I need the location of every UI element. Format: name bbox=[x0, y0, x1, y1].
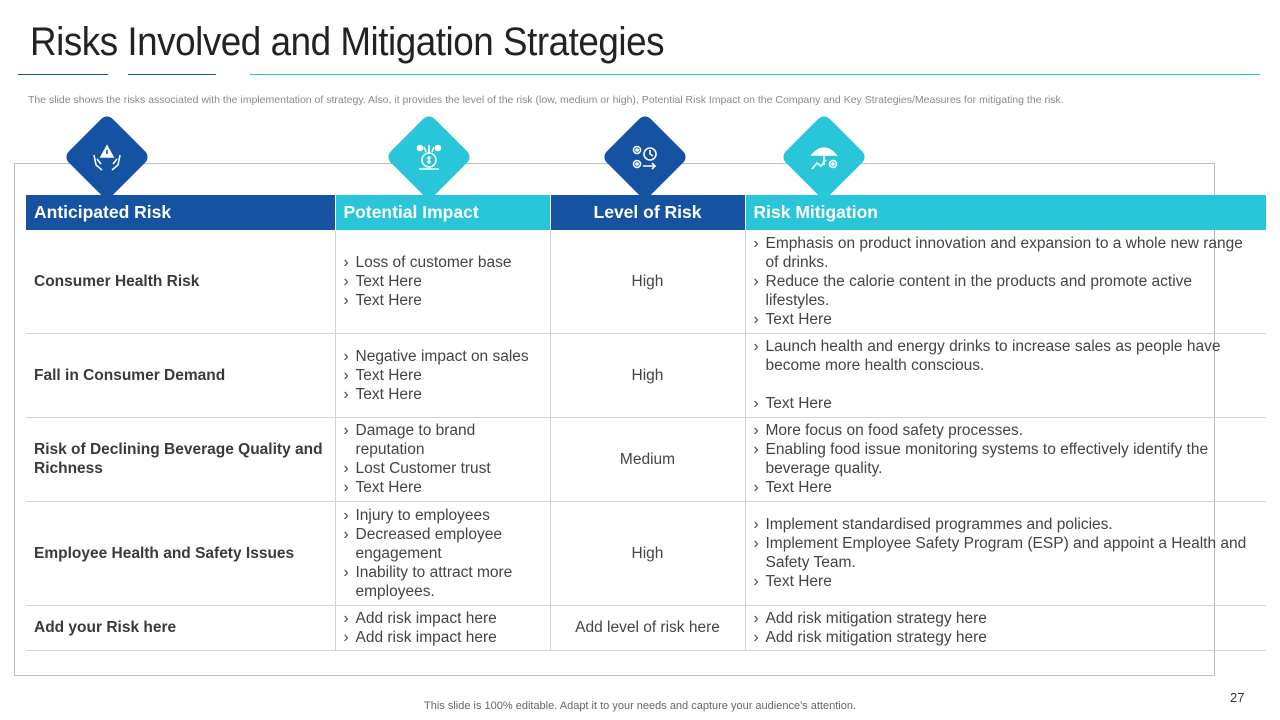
table-row: Fall in Consumer Demand Negative impact … bbox=[26, 333, 1266, 418]
list-item: Add risk impact here bbox=[344, 609, 542, 628]
risk-table: Anticipated Risk Potential Impact Level … bbox=[26, 195, 1267, 651]
table-row: Add your Risk here Add risk impact here … bbox=[26, 605, 1266, 651]
risk-name: Consumer Health Risk bbox=[26, 230, 336, 334]
list-item: Text Here bbox=[344, 272, 542, 291]
umbrella-protection-icon bbox=[780, 113, 868, 201]
title-underline-2 bbox=[128, 74, 216, 75]
hands-warning-icon bbox=[63, 113, 151, 201]
list-item: Add risk mitigation strategy here bbox=[754, 609, 1259, 628]
mitigation-cell: Implement standardised programmes and po… bbox=[745, 501, 1266, 606]
list-item: More focus on food safety processes. bbox=[754, 421, 1259, 440]
slide-footer: This slide is 100% editable. Adapt it to… bbox=[424, 700, 856, 712]
list-item: Implement standardised programmes and po… bbox=[754, 515, 1259, 534]
list-item: Launch health and energy drinks to incre… bbox=[754, 337, 1259, 375]
list-item: Implement Employee Safety Program (ESP) … bbox=[754, 534, 1259, 572]
list-item: Negative impact on sales bbox=[344, 347, 542, 366]
mitigation-cell: More focus on food safety processes. Ena… bbox=[745, 417, 1266, 502]
table-row: Risk of Declining Beverage Quality and R… bbox=[26, 417, 1266, 502]
impact-cell: Negative impact on sales Text Here Text … bbox=[335, 333, 551, 418]
slide-subtitle: The slide shows the risks associated wit… bbox=[28, 94, 1064, 106]
list-item: Reduce the calorie content in the produc… bbox=[754, 272, 1259, 310]
impact-cell: Add risk impact here Add risk impact her… bbox=[335, 605, 551, 651]
list-item: Loss of customer base bbox=[344, 253, 542, 272]
header-potential-impact: Potential Impact bbox=[335, 195, 551, 230]
list-item: Add risk impact here bbox=[344, 628, 542, 647]
risk-level: Medium bbox=[550, 417, 746, 502]
header-risk-mitigation: Risk Mitigation bbox=[745, 195, 1267, 230]
page-number: 27 bbox=[1230, 690, 1245, 705]
risk-name: Employee Health and Safety Issues bbox=[26, 501, 336, 606]
mitigation-cell: Emphasis on product innovation and expan… bbox=[745, 230, 1266, 334]
risk-level: High bbox=[550, 230, 746, 334]
impact-cell: Damage to brand reputation Lost Customer… bbox=[335, 417, 551, 502]
table-row: Consumer Health Risk Loss of customer ba… bbox=[26, 230, 1266, 334]
list-item: Injury to employees bbox=[344, 506, 542, 525]
list-item: Lost Customer trust bbox=[344, 459, 542, 478]
title-underline-1 bbox=[18, 74, 108, 75]
gears-clock-icon bbox=[601, 113, 689, 201]
list-item: Damage to brand reputation bbox=[344, 421, 542, 459]
list-item: Inability to attract more employees. bbox=[344, 563, 542, 601]
list-item: Text Here bbox=[344, 478, 542, 497]
table-header-row: Anticipated Risk Potential Impact Level … bbox=[26, 195, 1267, 230]
list-item: Text Here bbox=[344, 291, 542, 310]
list-item: Add risk mitigation strategy here bbox=[754, 628, 1259, 647]
impact-cell: Injury to employees Decreased employee e… bbox=[335, 501, 551, 606]
list-item: Text Here bbox=[344, 366, 542, 385]
risk-name: Fall in Consumer Demand bbox=[26, 333, 336, 418]
list-item: Text Here bbox=[754, 478, 1259, 497]
header-level-of-risk: Level of Risk bbox=[550, 195, 746, 230]
risk-name: Risk of Declining Beverage Quality and R… bbox=[26, 417, 336, 502]
title-underline-3 bbox=[250, 74, 1260, 75]
list-item: Text Here bbox=[344, 385, 542, 404]
risk-level: Add level of risk here bbox=[550, 605, 746, 651]
risk-level: High bbox=[550, 333, 746, 418]
list-item: Decreased employee engagement bbox=[344, 525, 542, 563]
header-anticipated-risk: Anticipated Risk bbox=[26, 195, 336, 230]
mitigation-cell: Launch health and energy drinks to incre… bbox=[745, 333, 1266, 418]
list-item: Text Here bbox=[754, 572, 1259, 591]
list-item: Text Here bbox=[754, 394, 1259, 413]
money-tree-icon bbox=[385, 113, 473, 201]
list-item: Text Here bbox=[754, 310, 1259, 329]
impact-cell: Loss of customer base Text Here Text Her… bbox=[335, 230, 551, 334]
list-item: Emphasis on product innovation and expan… bbox=[754, 234, 1259, 272]
risk-level: High bbox=[550, 501, 746, 606]
table-row: Employee Health and Safety Issues Injury… bbox=[26, 501, 1266, 606]
slide-title: Risks Involved and Mitigation Strategies bbox=[30, 20, 665, 64]
mitigation-cell: Add risk mitigation strategy here Add ri… bbox=[745, 605, 1266, 651]
list-item: Enabling food issue monitoring systems t… bbox=[754, 440, 1259, 478]
risk-name: Add your Risk here bbox=[26, 605, 336, 651]
